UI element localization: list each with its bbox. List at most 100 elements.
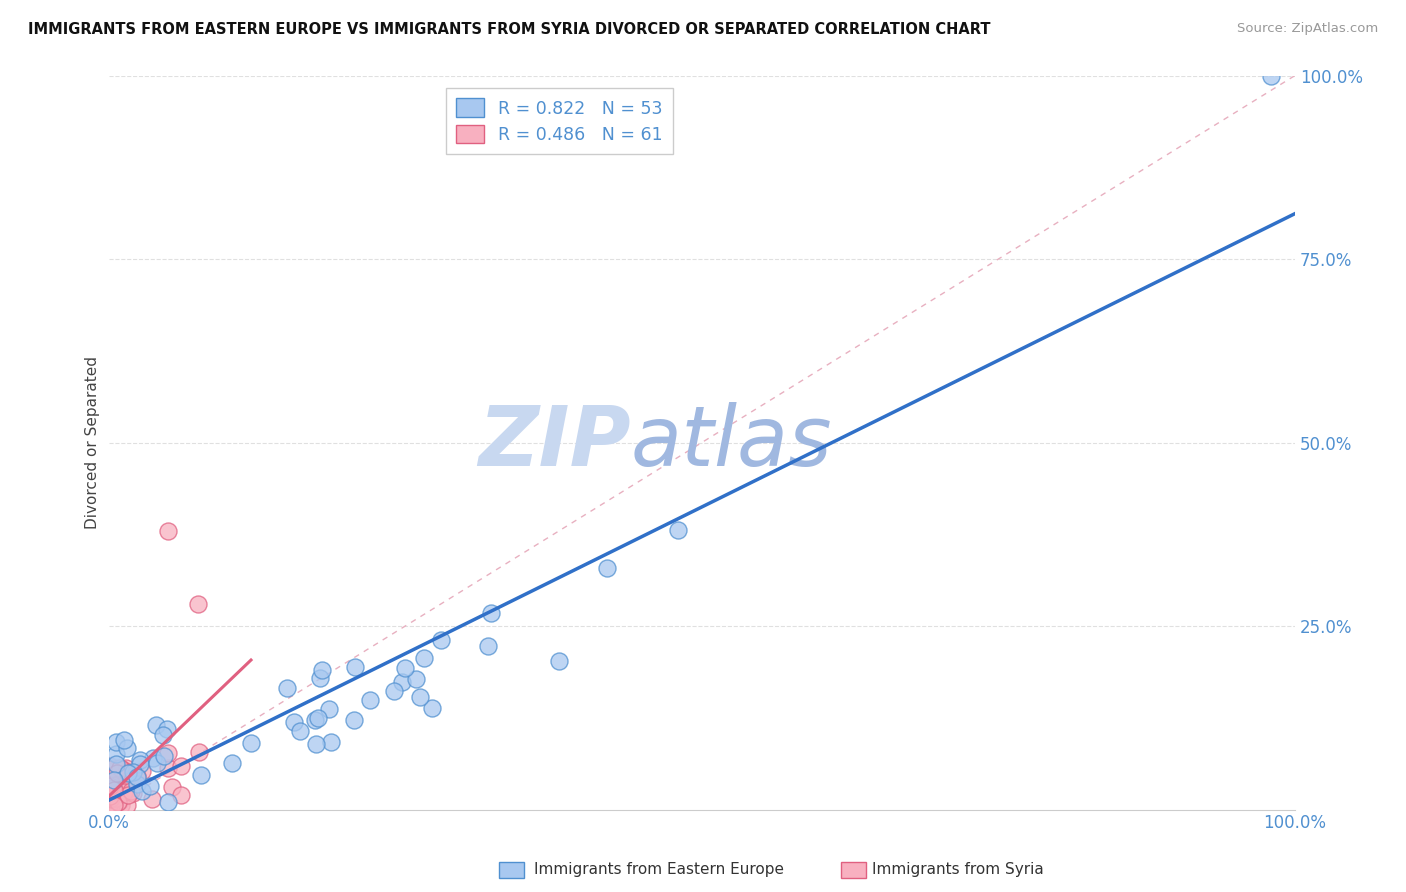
- Point: [153, 748, 176, 763]
- Point: [304, 737, 326, 751]
- Text: Immigrants from Eastern Europe: Immigrants from Eastern Europe: [534, 863, 785, 877]
- Point: [112, 733, 135, 747]
- Point: [170, 788, 193, 802]
- Point: [100, 777, 122, 791]
- Point: [118, 768, 141, 782]
- Point: [666, 523, 689, 537]
- Point: [103, 797, 125, 812]
- Point: [122, 786, 145, 800]
- Point: [141, 791, 163, 805]
- Point: [170, 758, 193, 772]
- Point: [127, 769, 149, 783]
- Point: [117, 765, 139, 780]
- Point: [477, 639, 499, 653]
- Point: [112, 784, 135, 798]
- Point: [321, 735, 343, 749]
- Point: [596, 561, 619, 575]
- Point: [1260, 69, 1282, 83]
- Point: [156, 524, 179, 538]
- Point: [100, 764, 122, 778]
- Point: [101, 780, 124, 795]
- Point: [288, 724, 311, 739]
- Point: [108, 762, 131, 776]
- Point: [157, 746, 180, 760]
- Point: [98, 789, 121, 804]
- Point: [105, 734, 128, 748]
- Point: [122, 765, 145, 780]
- Point: [307, 711, 329, 725]
- Point: [104, 789, 127, 804]
- Point: [146, 756, 169, 770]
- Point: [308, 671, 330, 685]
- Legend: R = 0.822   N = 53, R = 0.486   N = 61: R = 0.822 N = 53, R = 0.486 N = 61: [446, 88, 673, 154]
- Point: [240, 736, 263, 750]
- Point: [103, 783, 125, 797]
- Point: [104, 781, 127, 796]
- Point: [100, 762, 122, 776]
- Text: Source: ZipAtlas.com: Source: ZipAtlas.com: [1237, 22, 1378, 36]
- Point: [343, 713, 366, 727]
- Point: [187, 597, 209, 611]
- Point: [409, 690, 432, 704]
- Point: [391, 674, 413, 689]
- Text: atlas: atlas: [631, 402, 832, 483]
- Point: [110, 797, 132, 812]
- Point: [105, 766, 128, 780]
- Point: [152, 727, 174, 741]
- Point: [430, 632, 453, 647]
- Point: [100, 797, 122, 811]
- Point: [98, 788, 121, 802]
- Point: [108, 780, 131, 795]
- Point: [98, 774, 121, 789]
- Point: [100, 792, 122, 806]
- Point: [141, 751, 163, 765]
- Point: [105, 747, 128, 761]
- Point: [548, 654, 571, 668]
- Point: [98, 797, 121, 812]
- Point: [107, 762, 129, 776]
- Point: [221, 756, 243, 770]
- Point: [115, 741, 138, 756]
- Point: [139, 779, 162, 793]
- Point: [131, 784, 153, 798]
- Point: [125, 776, 148, 790]
- Point: [98, 765, 121, 780]
- Y-axis label: Divorced or Separated: Divorced or Separated: [86, 356, 100, 529]
- Point: [156, 761, 179, 775]
- Point: [98, 779, 121, 793]
- Point: [98, 762, 121, 776]
- Point: [104, 791, 127, 805]
- Point: [110, 793, 132, 807]
- Point: [318, 702, 340, 716]
- Point: [98, 759, 121, 773]
- Point: [107, 795, 129, 809]
- Point: [115, 797, 138, 812]
- Text: IMMIGRANTS FROM EASTERN EUROPE VS IMMIGRANTS FROM SYRIA DIVORCED OR SEPARATED CO: IMMIGRANTS FROM EASTERN EUROPE VS IMMIGR…: [28, 22, 991, 37]
- Point: [283, 714, 305, 729]
- Point: [118, 775, 141, 789]
- Point: [117, 788, 139, 802]
- Point: [127, 770, 149, 784]
- Point: [187, 745, 209, 759]
- Point: [343, 660, 366, 674]
- Point: [100, 788, 122, 802]
- Point: [276, 681, 298, 695]
- Point: [104, 756, 127, 771]
- Point: [156, 722, 179, 736]
- Point: [129, 753, 152, 767]
- Point: [382, 684, 405, 698]
- Point: [479, 606, 502, 620]
- Point: [162, 780, 184, 795]
- Point: [101, 778, 124, 792]
- Point: [413, 651, 436, 665]
- Point: [114, 761, 136, 775]
- Point: [120, 783, 142, 797]
- Point: [131, 764, 153, 778]
- Text: ZIP: ZIP: [478, 402, 631, 483]
- Point: [107, 784, 129, 798]
- Point: [117, 771, 139, 785]
- Point: [121, 772, 143, 786]
- Point: [117, 765, 139, 780]
- Point: [98, 796, 121, 810]
- Text: Immigrants from Syria: Immigrants from Syria: [872, 863, 1043, 877]
